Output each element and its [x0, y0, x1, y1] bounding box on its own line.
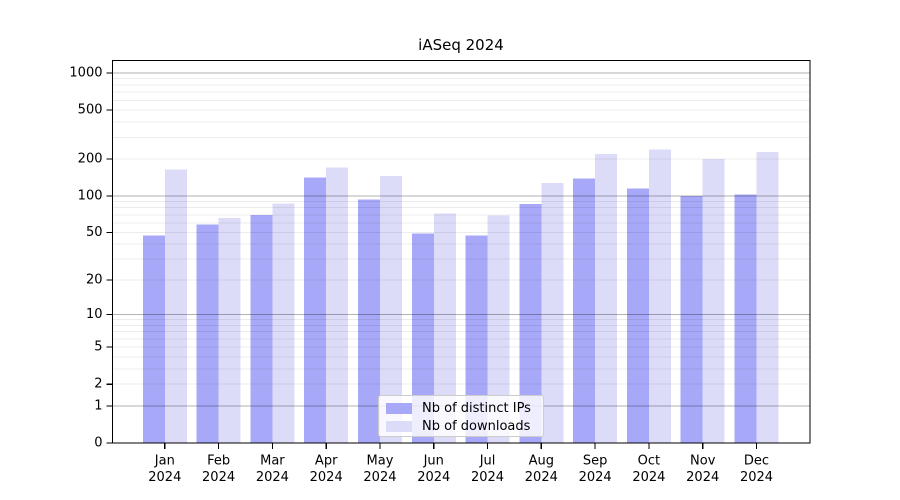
legend-item-distinct-ips: Nb of distinct IPs	[379, 399, 543, 417]
x-tick-label-year: 2024	[740, 470, 773, 485]
y-tick-label: 0	[94, 436, 102, 451]
y-tick-label: 1000	[69, 66, 102, 81]
x-tick-label-month: Feb	[207, 454, 230, 469]
y-tick-label: 1	[94, 398, 102, 413]
bar-downloads-Mar-2024	[272, 203, 295, 443]
bar-distinct-ips-Jun-2024	[411, 233, 434, 443]
y-tick-label: 2	[94, 377, 102, 392]
chart-title: iASeq 2024	[418, 36, 504, 54]
x-tick-label-year: 2024	[525, 470, 558, 485]
plot-border	[111, 59, 811, 444]
x-tick-label-year: 2024	[579, 470, 612, 485]
x-tick-label-month: Oct	[638, 454, 660, 469]
legend-swatch-distinct-ips	[386, 402, 412, 414]
bar-downloads-Aug-2024	[541, 182, 564, 444]
bar-downloads-Nov-2024	[702, 159, 725, 443]
bar-distinct-ips-Jan-2024	[142, 235, 165, 443]
x-tick-label-year: 2024	[417, 470, 450, 485]
bar-distinct-ips-Nov-2024	[680, 195, 703, 443]
bar-downloads-Sep-2024	[595, 153, 618, 443]
bar-distinct-ips-Sep-2024	[573, 178, 596, 444]
bar-distinct-ips-Dec-2024	[734, 194, 757, 443]
bar-distinct-ips-May-2024	[357, 199, 380, 443]
x-tick-label-month: Sep	[583, 454, 608, 469]
bar-distinct-ips-Mar-2024	[250, 214, 273, 443]
bar-downloads-Dec-2024	[756, 151, 779, 444]
x-tick-label-year: 2024	[148, 470, 181, 485]
x-tick-label-month: Mar	[260, 454, 285, 469]
y-tick-label: 200	[78, 152, 103, 167]
bar-downloads-Feb-2024	[218, 217, 241, 443]
x-tick-label-month: Jul	[479, 454, 496, 469]
x-tick-label-year: 2024	[256, 470, 289, 485]
x-tick-label-month: Aug	[529, 454, 554, 469]
x-tick-label-year: 2024	[632, 470, 665, 485]
y-tick-label: 10	[86, 307, 103, 322]
y-tick-label: 100	[78, 188, 103, 203]
x-tick-label-month: Nov	[690, 454, 716, 469]
bar-distinct-ips-Apr-2024	[304, 177, 327, 443]
bar-distinct-ips-Oct-2024	[626, 188, 649, 443]
x-tick-label-year: 2024	[363, 470, 396, 485]
x-tick-label-year: 2024	[686, 470, 719, 485]
x-tick-label-year: 2024	[202, 470, 235, 485]
bar-distinct-ips-Jul-2024	[465, 235, 488, 443]
legend-item-downloads: Nb of downloads	[379, 417, 543, 435]
legend-swatch-downloads	[386, 420, 412, 432]
legend-label-distinct-ips: Nb of distinct IPs	[422, 400, 531, 416]
legend: Nb of distinct IPs Nb of downloads	[378, 395, 544, 437]
bar-downloads-Jul-2024	[487, 215, 510, 443]
bar-distinct-ips-Aug-2024	[519, 203, 542, 443]
bar-downloads-May-2024	[379, 175, 402, 444]
x-tick-label-month: Jun	[423, 454, 444, 469]
x-tick-label-year: 2024	[310, 470, 343, 485]
legend-label-downloads: Nb of downloads	[422, 418, 531, 434]
bar-downloads-Apr-2024	[326, 167, 349, 443]
bar-downloads-Oct-2024	[648, 149, 671, 444]
x-tick-label-month: Jan	[154, 454, 175, 469]
bar-distinct-ips-Feb-2024	[196, 224, 219, 443]
bar-downloads-Jun-2024	[433, 213, 456, 443]
y-tick-label: 5	[94, 340, 102, 355]
x-tick-label-month: May	[367, 454, 394, 469]
bar-downloads-Jan-2024	[164, 169, 187, 443]
y-tick-label: 500	[78, 103, 103, 118]
y-tick-label: 20	[86, 272, 103, 287]
x-tick-label-month: Dec	[744, 454, 769, 469]
x-tick-label-month: Apr	[315, 454, 338, 469]
x-tick-label-year: 2024	[471, 470, 504, 485]
y-tick-label: 50	[86, 225, 103, 240]
